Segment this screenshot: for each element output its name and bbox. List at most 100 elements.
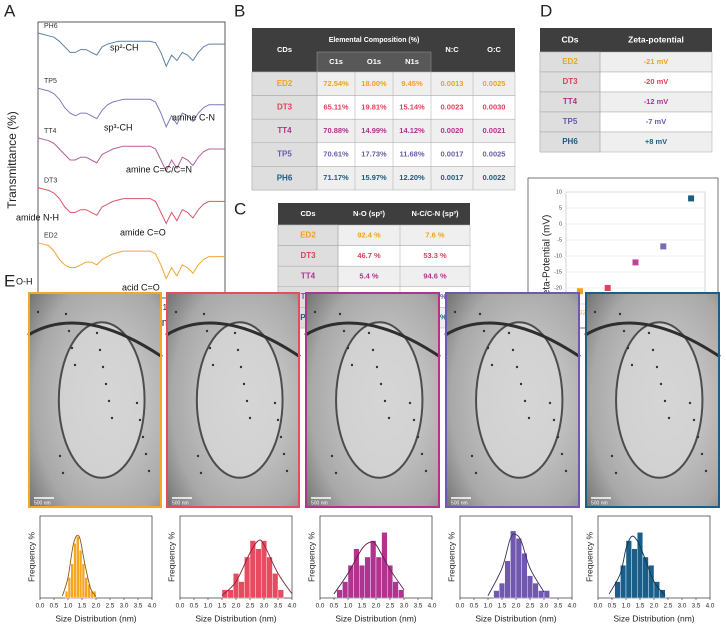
table-cell: 12.20%: [399, 173, 425, 182]
tem-dot: [211, 363, 215, 367]
histogram-bar: [255, 548, 262, 599]
x-tick-label: 0.0: [176, 603, 185, 610]
series-label: TP5: [44, 78, 57, 85]
table-header: CDs: [561, 34, 578, 44]
table-cell: 0.0025: [483, 79, 506, 88]
tem-dot: [523, 399, 527, 403]
scale-label: 500 nm: [311, 500, 328, 506]
panel-label: D: [540, 1, 552, 20]
table-cell: 15.14%: [399, 102, 425, 111]
table-header: CDs: [300, 209, 315, 218]
tem-dot: [36, 310, 40, 314]
x-tick-label: 1.5: [358, 603, 367, 610]
spectrum-line: [37, 187, 225, 225]
tem-dot: [519, 382, 523, 386]
histogram-bar: [510, 530, 517, 599]
table-cell: 0.0017: [441, 173, 464, 182]
tem-dot: [486, 346, 490, 350]
tem-dot: [245, 399, 249, 403]
scale-label: 500 nm: [451, 500, 468, 506]
tem-dot: [647, 331, 651, 335]
y-axis-title: Transmittance (%): [5, 111, 19, 209]
tem-dot: [420, 452, 424, 456]
table-cell: 11.68%: [399, 150, 424, 159]
x-tick-label: 1.5: [218, 603, 227, 610]
table-header: N-C/C-N (sp³): [411, 209, 459, 218]
y-axis-title: Frequency %: [166, 532, 176, 583]
table-cell: 17.73%: [361, 150, 387, 159]
table-cell: -12 mV: [644, 97, 669, 106]
tem-dot: [101, 365, 105, 369]
table-cell: PH6: [562, 137, 578, 146]
point: [632, 259, 639, 266]
tem-dot: [490, 363, 494, 367]
table-header: C1s: [329, 57, 343, 66]
histogram-bar: [543, 590, 550, 599]
x-tick-label: 3.5: [274, 603, 283, 610]
histogram-bar: [381, 532, 388, 599]
tem-dot: [342, 329, 346, 333]
tem-dot: [688, 401, 692, 405]
table-cell: 71.17%: [323, 173, 349, 182]
table-header: Zeta-potential: [628, 34, 684, 44]
tem-dot: [453, 310, 457, 314]
tem-dot: [338, 312, 342, 316]
tem-feature: [584, 321, 721, 359]
y-tick-label: -10: [554, 253, 562, 259]
y-axis-title: Frequency %: [306, 532, 316, 583]
x-axis-title: Size Distribution (nm): [613, 613, 694, 623]
table-cell: -7 mV: [646, 117, 666, 126]
table-header: O:C: [487, 45, 501, 54]
tem-dot: [242, 382, 246, 386]
table-cell: -20 mV: [644, 77, 669, 86]
histogram-bar: [277, 589, 284, 599]
table-header: CDs: [277, 45, 292, 54]
tem-dot: [67, 329, 71, 333]
x-tick-label: 1.0: [204, 603, 213, 610]
tem-dot: [98, 348, 102, 352]
tem-border: [166, 292, 300, 508]
histogram-bar: [70, 563, 74, 599]
tem-dot: [239, 365, 243, 369]
x-tick-label: 1.0: [64, 603, 73, 610]
tem-dot: [387, 416, 391, 420]
x-axis-title: Size Distribution (nm): [195, 613, 276, 623]
histogram-bar: [364, 556, 371, 599]
tem-feature: [27, 321, 163, 359]
table-cell: TT4: [301, 272, 316, 281]
table-header: N1s: [405, 57, 419, 66]
tem-dot: [552, 418, 556, 422]
tem-dot: [704, 469, 708, 473]
histogram-bar: [375, 556, 382, 599]
tem-dot: [70, 346, 74, 350]
tem-feature: [195, 321, 284, 479]
y-axis-title: Zeta-Potential (mV): [542, 215, 553, 302]
x-tick-label: 1.0: [484, 603, 493, 610]
x-tick-label: 3.0: [260, 603, 269, 610]
point: [688, 195, 695, 202]
spectrum-line: [37, 242, 225, 280]
table-cell: TP5: [563, 117, 578, 126]
tem-dot: [174, 310, 178, 314]
tem-dot: [696, 435, 700, 439]
tem-dot: [144, 452, 148, 456]
x-tick-label: 0.5: [330, 603, 339, 610]
tem-dot: [196, 454, 200, 458]
tem-dot: [507, 331, 511, 335]
histogram-bar: [272, 573, 279, 599]
panel-label: A: [4, 1, 16, 20]
x-tick-label: 4.0: [148, 603, 157, 610]
spectrum-line: [37, 32, 225, 68]
x-axis-title: Size Distribution (nm): [55, 613, 136, 623]
table-cell: 70.61%: [323, 150, 349, 159]
tem-dot: [147, 469, 151, 473]
histogram-bar: [625, 540, 632, 599]
annotation: sp³-CH: [104, 122, 133, 132]
x-tick-label: 3.5: [692, 603, 701, 610]
x-tick-label: 3.0: [120, 603, 129, 610]
annotation: amine C=C/C=N: [126, 164, 192, 174]
tem-dot: [667, 416, 671, 420]
y-tick-label: 0: [559, 221, 562, 227]
point: [604, 285, 611, 291]
